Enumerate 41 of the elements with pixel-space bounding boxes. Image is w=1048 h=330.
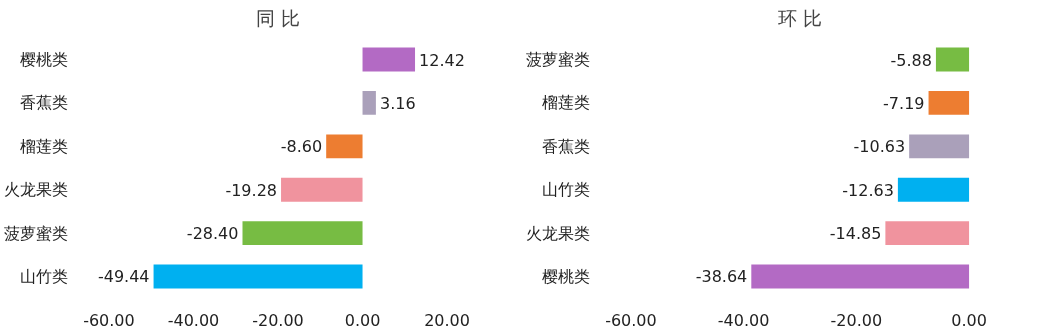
data-label: -8.60 (280, 137, 323, 157)
y-tick-label: 香蕉类 (19, 93, 68, 113)
data-label: 3.16 (379, 93, 416, 113)
data-label: -38.64 (695, 267, 748, 287)
data-label: -49.44 (97, 267, 150, 287)
y-tick-label: 山竹类 (19, 266, 68, 286)
bar (326, 134, 363, 159)
x-tick-label: -60.00 (83, 310, 135, 330)
y-tick-label: 菠萝蜜类 (3, 223, 68, 243)
x-tick-label: -40.00 (167, 310, 220, 330)
data-label: -14.85 (829, 224, 882, 244)
data-label: -10.63 (853, 137, 906, 157)
y-tick-label: 榴莲类 (19, 136, 68, 156)
y-tick-label: 火龙果类 (3, 180, 68, 200)
chart-title: 同 比 (256, 7, 300, 29)
data-label: -7.19 (883, 93, 925, 113)
data-label: 12.42 (419, 50, 465, 70)
x-tick-label: 0.00 (344, 310, 381, 330)
data-label: -12.63 (842, 180, 894, 200)
bar (153, 264, 363, 289)
x-tick-label: 20.00 (424, 310, 470, 330)
bar (281, 177, 363, 202)
y-tick-label: 樱桃类 (541, 266, 590, 286)
y-tick-label: 山竹类 (541, 180, 590, 200)
data-label: -5.88 (890, 50, 932, 70)
y-tick-label: 菠萝蜜类 (525, 50, 590, 70)
y-tick-label: 香蕉类 (541, 136, 590, 156)
x-tick-label: -20.00 (830, 310, 883, 330)
bar (362, 90, 376, 115)
data-label: -19.28 (225, 180, 277, 200)
x-tick-label: -40.00 (717, 310, 770, 330)
x-tick-label: -20.00 (252, 310, 304, 330)
y-tick-label: 榴莲类 (541, 93, 590, 113)
bar (242, 221, 363, 246)
y-tick-label: 火龙果类 (525, 223, 590, 243)
chart-title: 环 比 (778, 7, 822, 29)
x-tick-label: 0.00 (951, 310, 987, 330)
x-tick-label: -60.00 (605, 310, 657, 330)
y-tick-label: 樱桃类 (19, 50, 68, 70)
data-label: -28.40 (186, 224, 239, 244)
bar (362, 47, 416, 72)
